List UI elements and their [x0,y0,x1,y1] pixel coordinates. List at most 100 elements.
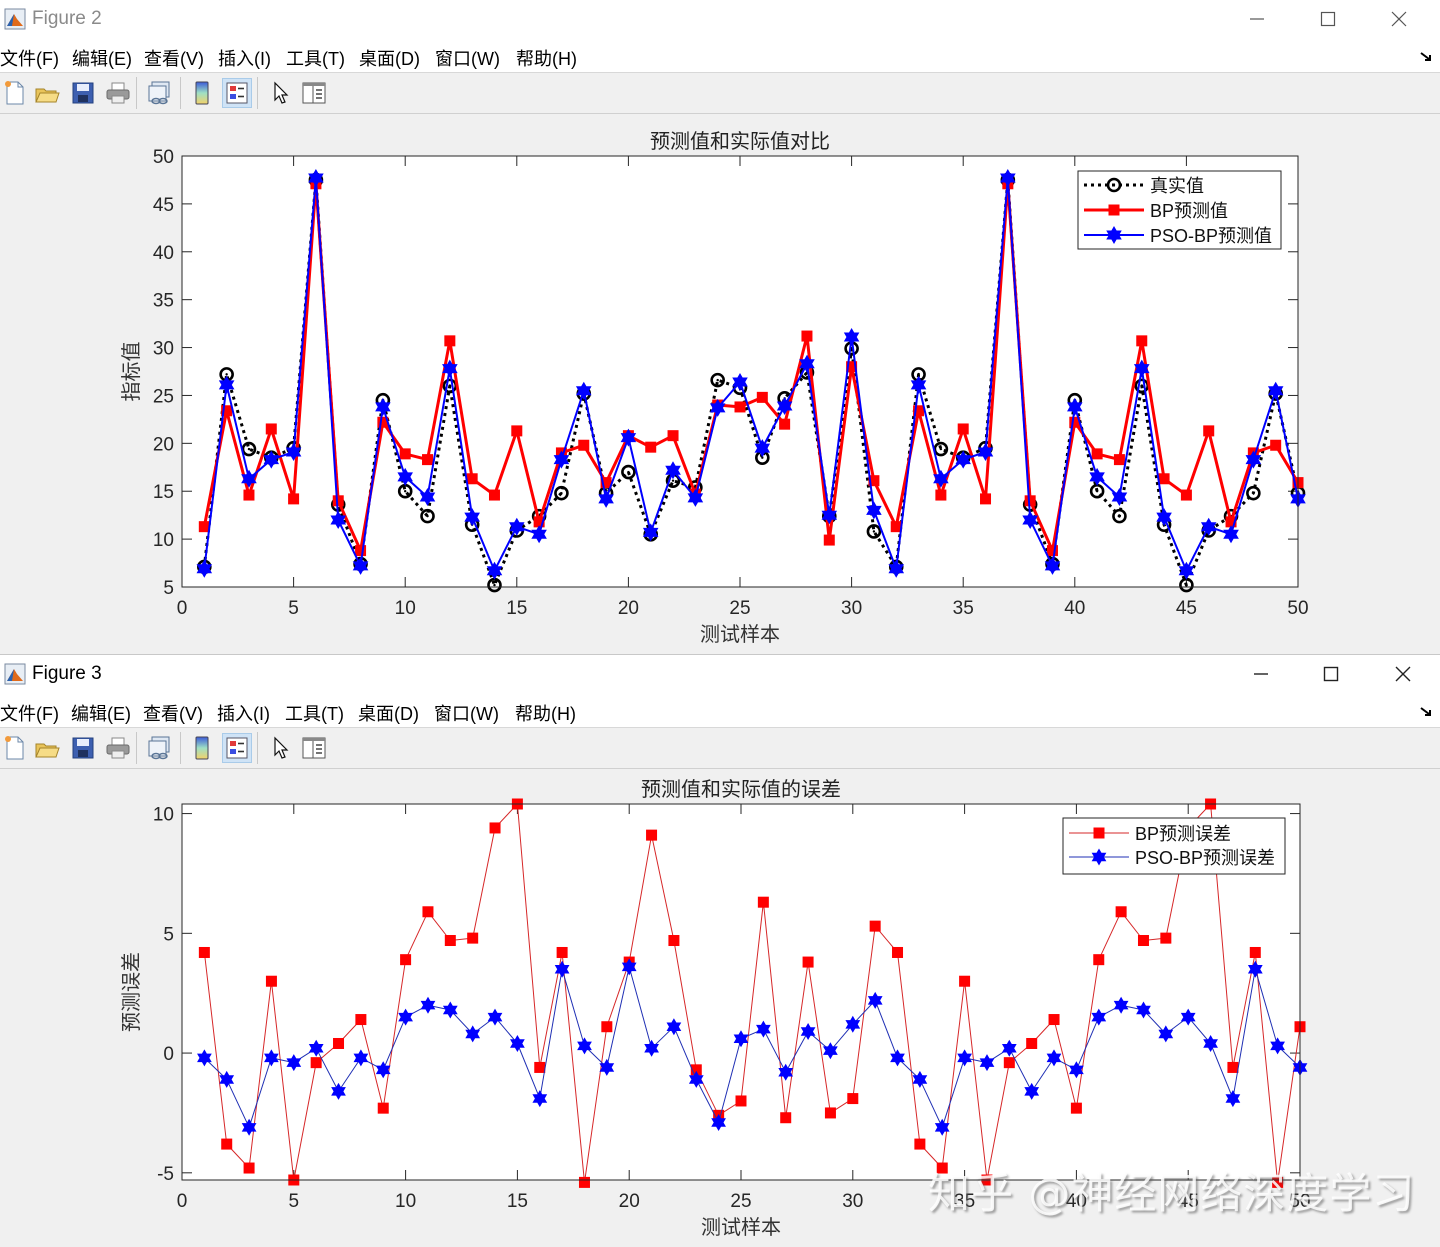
square-marker [868,475,880,487]
circle-marker [933,441,949,457]
x-axis-label: 测试样本 [700,623,780,646]
title-bar[interactable]: Figure 3 [0,655,1440,693]
toolbar-separator [180,77,181,109]
menu-tools[interactable]: 工具(T) [285,704,344,724]
menu-insert[interactable]: 插入(I) [218,49,271,69]
save-button[interactable] [68,78,98,108]
open-file-button[interactable] [32,78,62,108]
menu-window[interactable]: 窗口(W) [434,704,499,724]
insert-colorbar-icon [195,81,209,105]
title-bar[interactable]: Figure 2 [0,0,1440,38]
square-marker [310,1057,322,1069]
insert-legend-icon [226,82,248,104]
menu-window[interactable]: 窗口(W) [435,49,500,69]
save-button[interactable] [68,733,98,763]
hexagram-marker [776,397,793,415]
insert-legend-button[interactable] [222,78,252,108]
window-title: Figure 2 [32,8,102,29]
circle-marker [710,372,725,388]
hexagram-marker [644,1039,659,1057]
hexagram-marker [845,1015,861,1033]
x-tick-label: 30 [841,598,862,619]
hexagram-marker [1200,517,1217,536]
y-tick-label: 5 [163,924,174,945]
square-marker [1137,935,1149,947]
hexagram-marker [890,1049,905,1067]
dock-arrow-icon[interactable] [1420,52,1432,62]
link-plot-icon [148,736,170,760]
x-tick-label: 40 [1064,598,1085,619]
dock-arrow-icon[interactable] [1420,707,1432,717]
x-tick-label: 5 [288,598,299,619]
menu-edit[interactable]: 编辑(E) [71,704,131,724]
open-file-button[interactable] [32,733,62,763]
hexagram-marker [821,506,838,525]
hexagram-marker [486,561,503,580]
square-marker [869,920,881,932]
insert-colorbar-button[interactable] [187,78,217,108]
hexagram-marker [933,469,949,488]
menu-file[interactable]: 文件(F) [0,49,59,69]
square-marker [1227,1061,1239,1073]
hexagram-marker [196,559,213,578]
square-marker [1113,454,1125,466]
square-marker [288,493,300,505]
hexagram-marker [711,1113,726,1131]
edit-plot-button[interactable] [266,733,296,763]
hexagram-marker [575,381,592,400]
square-marker [466,473,478,485]
circle-marker-dot [426,514,429,518]
menu-view[interactable]: 查看(V) [144,49,204,69]
hexagram-marker [1136,1001,1151,1019]
insert-colorbar-button[interactable] [187,733,217,763]
square-marker [1136,335,1148,347]
menu-insert[interactable]: 插入(I) [217,704,270,724]
hexagram-marker [1106,225,1122,245]
menu-edit[interactable]: 编辑(E) [72,49,132,69]
link-plot-button[interactable] [145,733,175,763]
maximize-button[interactable] [1293,0,1363,38]
legend-label: PSO-BP预测误差 [1135,848,1275,868]
link-plot-button[interactable] [145,78,175,108]
hexagram-marker [733,1030,749,1048]
new-figure-button[interactable] [0,78,30,108]
edit-plot-button[interactable] [266,78,296,108]
insert-legend-button[interactable] [222,733,252,763]
toolbar-separator [136,732,137,764]
property-inspector-button[interactable] [299,78,329,108]
property-inspector-button[interactable] [299,733,329,763]
menu-view[interactable]: 查看(V) [143,704,203,724]
print-button[interactable] [103,78,133,108]
menu-help[interactable]: 帮助(H) [516,49,577,69]
close-button[interactable] [1364,0,1434,38]
maximize-button[interactable] [1296,655,1366,693]
square-marker [935,489,947,501]
new-figure-button[interactable] [0,733,30,763]
circle-marker [241,441,257,457]
hexagram-marker [1270,1037,1285,1055]
menu-tools[interactable]: 工具(T) [286,49,345,69]
menu-file[interactable]: 文件(F) [0,704,59,724]
minimize-button[interactable] [1226,655,1296,693]
square-marker [1046,545,1058,557]
close-button[interactable] [1368,655,1438,693]
square-marker [422,454,434,466]
menu-help[interactable]: 帮助(H) [515,704,576,724]
y-tick-label: 5 [163,578,174,599]
chart-title: 预测值和实际值的误差 [641,778,841,801]
square-marker [1158,473,1170,485]
x-tick-label: 40 [1066,1191,1087,1212]
menu-desktop[interactable]: 桌面(D) [359,49,420,69]
circle-marker [621,464,636,480]
square-marker [1048,1014,1060,1026]
hexagram-marker [219,1070,235,1088]
square-marker [1203,425,1215,437]
minimize-button[interactable] [1222,0,1292,38]
print-button[interactable] [103,733,133,763]
hexagram-marker [509,517,525,536]
y-tick-label: 30 [153,339,174,360]
hexagram-marker [934,1118,950,1136]
menu-desktop[interactable]: 桌面(D) [358,704,419,724]
